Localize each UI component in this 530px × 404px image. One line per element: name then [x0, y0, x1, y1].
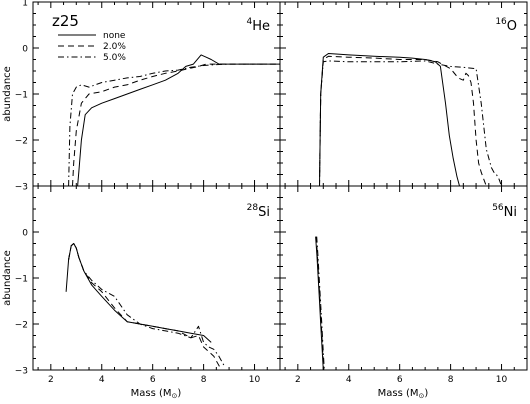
ylabel-bottom: abundance — [2, 250, 13, 306]
panel-he4-ytick-label: 0 — [22, 45, 28, 55]
panel-si28-xtick-label: 6 — [150, 375, 156, 385]
panel-si28-xtick-label: 10 — [249, 375, 261, 385]
panel-o16-series-5pct — [319, 60, 502, 186]
panel-o16-isotope-label: 16O — [495, 17, 517, 34]
panel-he4-series-none — [77, 54, 280, 186]
legend-label-none: none — [103, 31, 126, 41]
panel-o16-series-2pct — [319, 55, 487, 186]
panel-si28-ytick-label: 0 — [22, 229, 28, 239]
panel-ni56-curves — [315, 236, 325, 370]
panel-ni56-frame — [279, 185, 528, 371]
panel-o16-series-none — [319, 53, 460, 186]
panel-si28-series-2pct — [68, 243, 222, 370]
panel-si28-series-5pct — [68, 243, 225, 366]
panel-ni56-xtick-label: 6 — [397, 375, 403, 385]
panel-he4-curves — [68, 54, 280, 186]
panel-he4-series-5pct — [68, 63, 280, 186]
legend: none 2.0% 5.0% — [58, 31, 126, 63]
legend-label-2pct: 2.0% — [103, 42, 126, 52]
panel-ni56: 2 4 6 8 10 56Ni — [279, 185, 528, 385]
panel-ni56-xtick-label: 10 — [496, 375, 508, 385]
panel-si28-curves — [65, 243, 225, 370]
model-label: z25 — [52, 12, 79, 30]
panel-ni56-xtick-label: 4 — [346, 375, 352, 385]
panel-si28-ytick-label: −3 — [15, 367, 28, 377]
ylabel-top: abundance — [2, 66, 13, 122]
panel-he4-ytick-label: −1 — [15, 91, 28, 101]
panel-si28-ytick-label: −2 — [15, 321, 28, 331]
panel-he4-isotope-label: 4He — [246, 17, 270, 34]
panel-he4-series-2pct — [72, 63, 280, 186]
panel-o16: 16O — [279, 1, 528, 187]
xlabel-right: Mass (M⊙) — [378, 388, 429, 400]
panel-ni56-xtick-label: 2 — [295, 375, 301, 385]
panel-he4-ytick-label: −3 — [15, 183, 28, 193]
panel-he4-ytick-label: 1 — [22, 0, 28, 9]
panel-si28-xtick-label: 4 — [99, 375, 105, 385]
panel-ni56-isotope-label: 56Ni — [492, 203, 517, 220]
panel-si28-xtick-label: 2 — [48, 375, 54, 385]
panel-ni56-series-5pct — [316, 236, 325, 370]
panel-si28-isotope-label: 28Si — [247, 203, 270, 220]
panel-he4-ytick-label: −2 — [15, 137, 28, 147]
legend-label-5pct: 5.0% — [103, 53, 126, 63]
panel-o16-curves — [319, 53, 502, 186]
panel-ni56-xtick-label: 8 — [448, 375, 454, 385]
panel-si28-ytick-label: −1 — [15, 275, 28, 285]
panel-si28-xtick-label: 8 — [201, 375, 207, 385]
xlabel-left: Mass (M⊙) — [131, 388, 182, 400]
